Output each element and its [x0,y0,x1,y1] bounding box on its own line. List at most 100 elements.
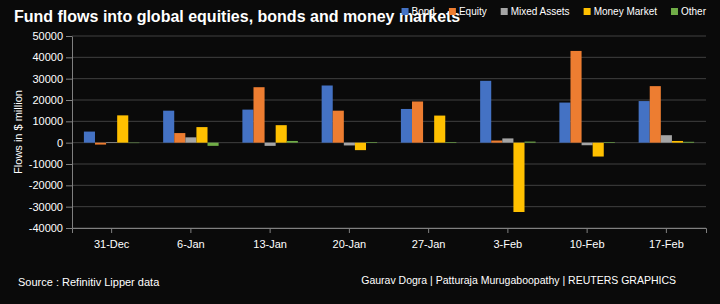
y-tick-label: 30000 [32,73,63,85]
y-axis-line [72,37,73,229]
bar [683,141,694,143]
x-tick-label: 6-Jan [177,238,205,250]
bar [412,101,423,142]
x-tick-label: 10-Feb [570,238,605,250]
bar [445,142,456,144]
bar [582,143,593,146]
bar [401,109,412,143]
x-tick-mark [111,228,112,233]
legend-item: Mixed Assets [501,6,570,17]
y-tick-label: -20000 [29,179,63,191]
bar [559,103,570,143]
legend-item: Equity [449,6,487,17]
bar [593,143,604,157]
y-tick-mark [66,100,72,101]
bar [344,143,355,146]
chart: Fund flows into global equities, bonds a… [0,0,720,304]
y-tick: 20000 [32,94,72,106]
legend-item: Other [671,6,707,17]
x-tick-mark [507,228,508,233]
x-tick: 6-Jan [177,228,205,250]
y-tick-mark [66,57,72,58]
bar [128,142,139,143]
x-tick-mark [587,228,588,233]
grid-line [72,100,706,101]
bar [276,125,287,142]
grid-line [72,185,706,186]
bar [672,141,683,143]
y-tick-mark [66,185,72,186]
legend-label: Mixed Assets [511,6,570,17]
grid-line [72,78,706,79]
x-tick-label: 31-Dec [94,238,130,250]
y-tick-label: 20000 [32,94,63,106]
bar [185,137,196,142]
bar [525,142,536,143]
y-axis-title: Flows in $ million [12,90,24,174]
y-axis: -40000 -30000 -20000 -10000 0 10000 20000 30000… [29,30,73,234]
y-tick-mark [66,164,72,165]
bar [287,141,298,143]
bar [163,111,174,143]
bar [117,115,128,142]
legend-label: Money Market [594,6,658,17]
bar [208,143,219,146]
x-tick-mark [190,228,191,233]
series [84,81,650,143]
y-tick: 30000 [32,73,72,85]
x-tick-mark [270,228,271,233]
bar [366,142,377,144]
bar [322,85,333,142]
x-tick-label: 13-Jan [253,238,287,250]
source: Source : Refinitiv Lipper data [18,276,160,288]
bar [480,81,491,143]
x-tick-label: 20-Jan [333,238,367,250]
y-tick: -40000 [29,222,72,234]
bar [502,138,513,142]
x-tick: 3-Feb [494,228,523,250]
legend-label: Equity [459,6,487,17]
y-tick-label: -10000 [29,158,63,170]
x-tick: 10-Feb [570,228,605,250]
x-tick-mark [428,228,429,233]
y-tick-mark [66,143,72,144]
y-tick-mark [66,228,72,229]
bar [355,143,366,150]
legend-label: Other [681,6,707,17]
legend-item: Bond [402,6,435,17]
background [0,0,720,304]
legend-swatch [402,8,409,15]
bars [84,51,694,212]
y-tick: -10000 [29,158,72,170]
x-tick-label: 17-Feb [649,238,684,250]
series [128,141,694,146]
legend-swatch [449,8,456,15]
x-tick: 13-Jan [253,228,287,250]
y-tick-mark [66,79,72,80]
bar [174,133,185,143]
y-tick-label: -30000 [29,201,63,213]
x-tick-mark [666,228,667,233]
grid-line [72,164,706,165]
bar [491,141,502,143]
title: Fund flows into global equities, bonds a… [14,8,460,25]
bar [513,143,524,212]
legend-swatch [671,8,678,15]
series [106,135,672,146]
series [117,115,683,212]
bar [333,111,344,143]
x-tick: 20-Jan [333,228,367,250]
y-tick-label: 40000 [32,51,63,63]
y-tick-mark [66,207,72,208]
y-tick: 10000 [32,115,72,127]
y-tick-label: 0 [57,137,63,149]
bar [570,51,581,143]
y-tick-label: 50000 [32,30,63,42]
bar [650,86,661,143]
bar [604,142,615,144]
bar [639,101,650,143]
y-tick-mark [66,121,72,122]
y-tick-label: -40000 [29,222,63,234]
y-tick: 40000 [32,51,72,63]
bar [434,116,445,143]
